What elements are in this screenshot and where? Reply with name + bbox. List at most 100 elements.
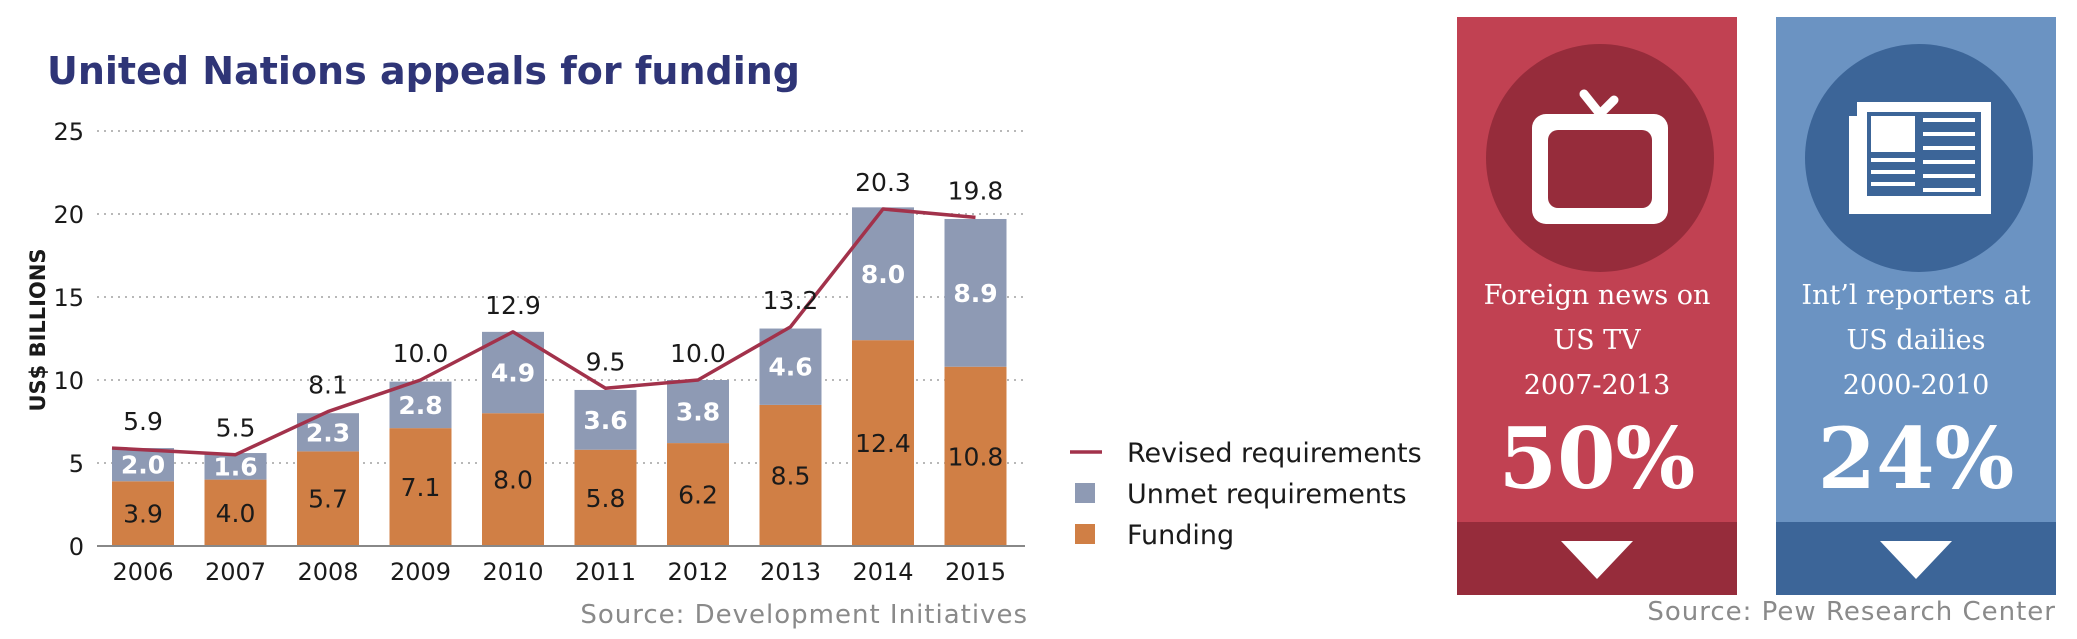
- revised-requirements-label: 5.9: [123, 407, 163, 436]
- funding-chart: United Nations appeals for funding 0 5 10 1…: [26, 49, 1422, 630]
- stat-value: 24%: [1817, 409, 2015, 508]
- panel-footer: [1776, 522, 2056, 595]
- unmet-data-label: 2.8: [398, 391, 442, 420]
- revised-requirements-label: 5.5: [216, 414, 256, 443]
- legend-swatch: [1075, 524, 1095, 544]
- funding-data-label: 5.8: [586, 484, 626, 513]
- x-tick-label: 2007: [205, 558, 266, 586]
- unmet-data-label: 3.8: [676, 398, 720, 427]
- bars: 3.9 2.0 4.0 1.6 5.7 2.3 7.1 2.8 8.0 4.9 5.8 3.6 6.2 3…: [112, 207, 1007, 546]
- chart-title: United Nations appeals for funding: [47, 49, 800, 93]
- legend-swatch: [1075, 483, 1095, 503]
- revised-requirements-line: 5.9 5.5 8.1 10.0 12.9 9.5 10.0 13.2 20.3 19.8: [111, 168, 1004, 457]
- y-tick-label: 0: [69, 533, 84, 561]
- funding-bar: [944, 366, 1007, 546]
- unmet-bar: [944, 218, 1007, 367]
- y-tick-label: 15: [53, 284, 84, 312]
- right-source: Source: Pew Research Center: [1647, 597, 2056, 627]
- unmet-bar: [112, 448, 174, 482]
- down-arrow-icon: [1880, 541, 1952, 579]
- unmet-bar: [759, 328, 822, 405]
- unmet-data-label: 2.0: [121, 451, 165, 480]
- funding-data-label: 8.5: [771, 461, 811, 490]
- revised-requirements-label: 10.0: [670, 339, 726, 368]
- revised-requirements-label: 13.2: [763, 286, 819, 315]
- funding-bar: [112, 481, 174, 546]
- x-tick-label: 2015: [945, 558, 1006, 586]
- funding-data-label: 8.0: [493, 466, 533, 495]
- y-tick-label: 25: [53, 118, 84, 146]
- funding-bar: [297, 451, 359, 546]
- legend: Revised requirements Unmet requirements Fu…: [1070, 438, 1422, 551]
- funding-data-label: 4.0: [216, 499, 256, 528]
- down-arrow-icon: [1561, 541, 1633, 579]
- unmet-bar: [667, 380, 729, 444]
- y-tick-label: 5: [69, 450, 84, 478]
- funding-bar: [759, 404, 822, 546]
- revised-requirements-label: 8.1: [308, 371, 348, 400]
- funding-bar: [574, 449, 637, 546]
- unmet-bar: [389, 381, 452, 429]
- x-tick-label: 2014: [852, 558, 913, 586]
- caption-line: US dailies: [1846, 325, 1986, 356]
- funding-bar: [204, 479, 267, 546]
- unmet-data-label: 1.6: [213, 452, 257, 481]
- unmet-bar: [204, 453, 267, 480]
- chart-source: Source: Development Initiatives: [580, 600, 1028, 630]
- caption-line: 2007-2013: [1523, 370, 1671, 401]
- tv-icon-circle: [1486, 44, 1714, 272]
- stat-value: 50%: [1498, 409, 1696, 508]
- x-tick-label: 2010: [482, 558, 543, 586]
- unmet-bar: [852, 207, 914, 341]
- x-tick-label: 2011: [575, 558, 636, 586]
- funding-data-label: 6.2: [678, 481, 718, 510]
- revised-requirements-label: 9.5: [586, 347, 626, 376]
- revised-requirements-label: 12.9: [485, 291, 541, 320]
- revised-requirements-polyline: [111, 207, 976, 457]
- unmet-data-label: 4.6: [768, 353, 812, 382]
- unmet-bar: [574, 389, 637, 450]
- newspaper-icon-circle: [1805, 44, 2033, 272]
- legend-label: Unmet requirements: [1127, 479, 1407, 510]
- stat-panel-foreign-news: Foreign news on US TV 2007-2013 50%: [1457, 17, 1737, 595]
- funding-data-label: 5.7: [308, 485, 348, 514]
- x-tick-label: 2008: [297, 558, 358, 586]
- x-tick-label: 2009: [390, 558, 451, 586]
- unmet-data-label: 8.0: [861, 260, 905, 289]
- y-tick-label: 20: [53, 201, 84, 229]
- unmet-data-label: 8.9: [953, 279, 997, 308]
- revised-requirements-label: 10.0: [393, 339, 449, 368]
- caption-line: Int’l reporters at: [1801, 280, 2031, 311]
- caption-line: Foreign news on: [1483, 280, 1711, 311]
- funding-bar: [667, 443, 729, 546]
- funding-data-label: 12.4: [855, 429, 911, 458]
- revised-requirements-label: 20.3: [855, 168, 911, 197]
- y-axis: 0 5 10 15 20 25: [53, 118, 84, 561]
- funding-bar: [389, 428, 452, 546]
- stat-panel-intl-reporters: Int’l reporters at US dailies 2000-2010 …: [1776, 17, 2056, 595]
- revised-requirements-label: 19.8: [948, 176, 1004, 205]
- newspaper-icon: [1849, 102, 1991, 214]
- caption-line: 2000-2010: [1842, 370, 1990, 401]
- x-tick-label: 2013: [760, 558, 821, 586]
- funding-bar: [852, 340, 914, 546]
- funding-data-label: 7.1: [401, 473, 441, 502]
- x-axis: 2006 2007 2008 2009 2010 2011 2012 2013 2014 2015: [97, 545, 1025, 586]
- panel-footer: [1457, 522, 1737, 595]
- legend-label: Funding: [1127, 520, 1234, 551]
- unmet-data-label: 4.9: [491, 359, 535, 388]
- unmet-data-label: 2.3: [306, 418, 350, 447]
- tv-icon: [1532, 89, 1668, 224]
- unmet-data-label: 3.6: [583, 406, 627, 435]
- stat-caption: Int’l reporters at US dailies 2000-2010: [1776, 273, 2056, 408]
- funding-bar: [482, 413, 544, 546]
- x-tick-label: 2012: [667, 558, 728, 586]
- legend-label: Revised requirements: [1127, 438, 1422, 469]
- y-tick-label: 10: [53, 367, 84, 395]
- funding-data-label: 3.9: [123, 500, 163, 529]
- funding-data-label: 10.8: [948, 442, 1004, 471]
- y-axis-label: US$ BILLIONS: [26, 248, 50, 411]
- stat-caption: Foreign news on US TV 2007-2013: [1457, 273, 1737, 408]
- x-tick-label: 2006: [112, 558, 173, 586]
- caption-line: US TV: [1553, 325, 1641, 356]
